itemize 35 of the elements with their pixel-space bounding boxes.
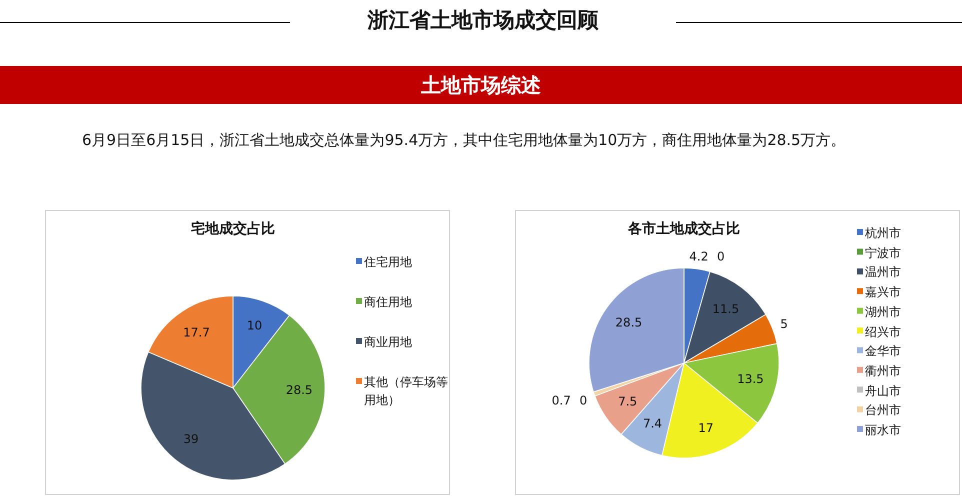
data-label: 17 (698, 420, 714, 435)
data-label: 0.7 (552, 393, 571, 408)
legend-label: 宁波市 (865, 244, 902, 262)
legend-label: 杭州市 (865, 225, 902, 242)
legend-label: 台州市 (865, 402, 902, 420)
text: 0 (580, 393, 588, 408)
data-label: 5 (780, 317, 788, 332)
legend-label: 衢州市 (865, 362, 902, 380)
legend-label: 住宅用地 (364, 254, 413, 271)
data-label: 28.5 (615, 316, 642, 330)
legend-label: 舟山市 (865, 382, 902, 400)
data-label: 7.4 (642, 416, 662, 431)
data-label: 7.5 (618, 394, 638, 409)
legend-label: 绍兴市 (865, 324, 902, 340)
legend-label: 商业用地 (364, 334, 413, 351)
text: 浙江省土地市场成交回顾 (366, 7, 600, 34)
data-label: 28.5 (286, 382, 313, 397)
text: 土地市场综述 (0, 66, 962, 104)
legend-label: 湖州市 (865, 304, 902, 321)
data-label: 13.5 (737, 372, 764, 386)
legend-label: 商住用地 (364, 294, 413, 311)
text: 6月9日至6月15日，浙江省土地成交总体量为95.4万方，其中住宅用地体量为10万方，商住用地体量为28.5万方。 (82, 130, 847, 151)
legend-label: 温州市 (865, 264, 902, 282)
data-label: 11.5 (712, 302, 740, 316)
text: 0 (716, 250, 725, 264)
legend-label: 金华市 (865, 343, 902, 360)
chart-title: 各市土地成交占比 (627, 220, 740, 237)
legend-label: 丽水市 (865, 422, 902, 439)
chart-title: 宅地成交占比 (191, 220, 275, 237)
legend-label: 嘉兴市 (865, 284, 902, 302)
data-label: 17.7 (183, 326, 210, 340)
legend-label: 其他（停车场等用地） (364, 374, 449, 409)
data-label: 4.2 (689, 250, 708, 264)
data-label: 39 (183, 432, 199, 446)
data-label: 10 (246, 318, 262, 332)
